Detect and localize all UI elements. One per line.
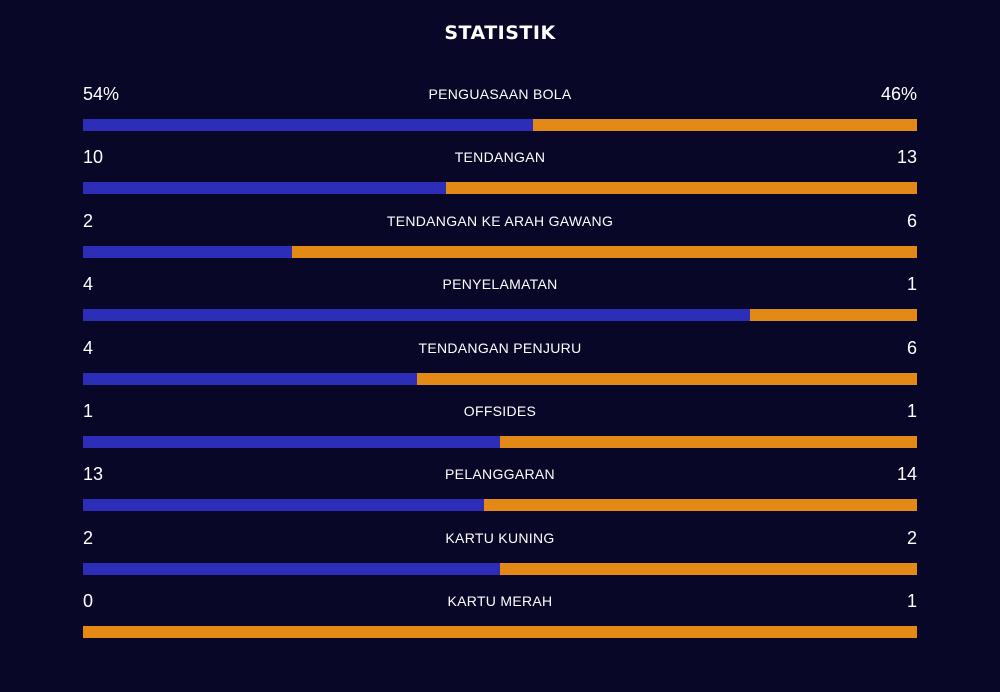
stat-right-value: 14 xyxy=(896,464,917,485)
stat-left-value: 2 xyxy=(83,210,94,231)
stat-label: TENDANGAN xyxy=(454,149,546,166)
stat-bar xyxy=(83,435,917,448)
stat-label: PENGUASAAN BOLA xyxy=(428,86,572,102)
stat-bar xyxy=(83,309,917,322)
stat-right-value: 13 xyxy=(896,147,917,168)
stat-label: TENDANGAN KE ARAH GAWANG xyxy=(386,212,614,229)
stat-label: KARTU MERAH xyxy=(447,593,553,610)
stat-bar-left-fill xyxy=(83,119,534,131)
stat-bar xyxy=(83,182,917,195)
stat-bar-left-fill xyxy=(83,435,500,448)
stat-left-value: 4 xyxy=(83,337,94,358)
stat-left-value: 0 xyxy=(83,591,94,612)
stat-bar xyxy=(83,119,917,131)
stat-left-value: 2 xyxy=(83,527,94,548)
stat-label: PELANGGARAN xyxy=(445,466,555,483)
stat-bar-left-fill xyxy=(83,182,446,195)
stat-right-value: 2 xyxy=(906,527,917,548)
stat-row-yellow-cards: 2 KARTU KUNING 2 xyxy=(83,526,917,589)
stat-bar xyxy=(83,372,917,385)
stat-bar-left-fill xyxy=(83,245,292,258)
stat-label: KARTU KUNING xyxy=(445,529,555,546)
stats-list: 54% PENGUASAAN BOLA 46% 10 TENDANGAN 13 … xyxy=(83,82,917,653)
stat-label: OFFSIDES xyxy=(463,402,537,419)
stats-title: STATISTIK xyxy=(444,22,556,44)
stat-right-value: 1 xyxy=(906,400,917,421)
stat-left-value: 1 xyxy=(83,400,94,421)
stat-row-fouls: 13 PELANGGARAN 14 xyxy=(83,462,917,525)
stat-row-corners: 4 TENDANGAN PENJURU 6 xyxy=(83,336,917,399)
stat-right-value: 1 xyxy=(906,274,917,295)
stat-right-value: 46% xyxy=(880,84,917,104)
stat-row-red-cards: 0 KARTU MERAH 1 xyxy=(83,589,917,652)
stat-bar xyxy=(83,499,917,512)
stat-row-shots-on-target: 2 TENDANGAN KE ARAH GAWANG 6 xyxy=(83,209,917,272)
stat-bar xyxy=(83,626,917,639)
stat-row-offsides: 1 OFFSIDES 1 xyxy=(83,399,917,462)
stat-bar-left-fill xyxy=(83,372,417,385)
stat-right-value: 6 xyxy=(906,210,917,231)
stat-bar-left-fill xyxy=(83,499,485,512)
stat-bar xyxy=(83,562,917,575)
stat-bar-left-fill xyxy=(83,309,751,322)
stat-label: PENYELAMATAN xyxy=(442,276,558,293)
stat-left-value: 10 xyxy=(83,147,104,168)
stat-row-saves: 4 PENYELAMATAN 1 xyxy=(83,272,917,335)
stat-left-value: 13 xyxy=(83,464,104,485)
stat-row-shots: 10 TENDANGAN 13 xyxy=(83,145,917,208)
stat-left-value: 4 xyxy=(83,274,94,295)
stat-row-possession: 54% PENGUASAAN BOLA 46% xyxy=(83,82,917,145)
stat-right-value: 6 xyxy=(906,337,917,358)
stat-bar-left-fill xyxy=(83,562,500,575)
stat-bar xyxy=(83,245,917,258)
stat-left-value: 54% xyxy=(83,84,120,104)
stat-label: TENDANGAN PENJURU xyxy=(418,339,582,356)
stat-right-value: 1 xyxy=(906,591,917,612)
